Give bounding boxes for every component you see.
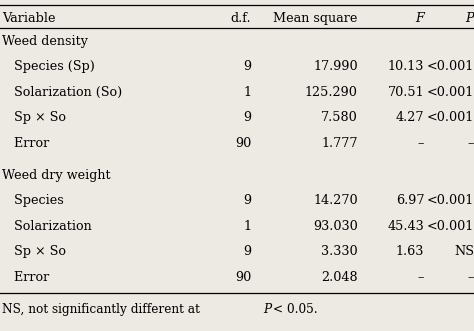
Text: <0.001: <0.001 [427,194,474,208]
Text: 1: 1 [243,220,251,233]
Text: 1.777: 1.777 [321,137,358,150]
Text: 6.97: 6.97 [396,194,424,208]
Text: Weed dry weight: Weed dry weight [2,169,111,182]
Text: 3.330: 3.330 [321,245,358,259]
Text: Mean square: Mean square [273,12,358,25]
Text: Sp × So: Sp × So [2,111,66,124]
Text: 93.030: 93.030 [313,220,358,233]
Text: Variable: Variable [2,12,56,25]
Text: 14.270: 14.270 [313,194,358,208]
Text: 7.580: 7.580 [321,111,358,124]
Text: Species (Sp): Species (Sp) [2,60,95,73]
Text: 9: 9 [243,60,251,73]
Text: 90: 90 [235,271,251,284]
Text: 9: 9 [243,111,251,124]
Text: NS, not significantly different at: NS, not significantly different at [2,303,204,316]
Text: 1: 1 [243,86,251,99]
Text: d.f.: d.f. [230,12,251,25]
Text: 9: 9 [243,245,251,259]
Text: F: F [415,12,424,25]
Text: 9: 9 [243,194,251,208]
Text: Solarization: Solarization [2,220,92,233]
Text: Species: Species [2,194,64,208]
Text: –: – [468,271,474,284]
Text: –: – [468,137,474,150]
Text: <0.001: <0.001 [427,86,474,99]
Text: Solarization (So): Solarization (So) [2,86,123,99]
Text: 17.990: 17.990 [313,60,358,73]
Text: < 0.05.: < 0.05. [273,303,318,316]
Text: 90: 90 [235,137,251,150]
Text: 45.43: 45.43 [387,220,424,233]
Text: 1.63: 1.63 [396,245,424,259]
Text: 70.51: 70.51 [388,86,424,99]
Text: 125.290: 125.290 [305,86,358,99]
Text: Weed density: Weed density [2,35,88,48]
Text: –: – [418,137,424,150]
Text: P: P [465,12,474,25]
Text: 10.13: 10.13 [388,60,424,73]
Text: 2.048: 2.048 [321,271,358,284]
Text: Sp × So: Sp × So [2,245,66,259]
Text: <0.001: <0.001 [427,60,474,73]
Text: Error: Error [2,271,50,284]
Text: 4.27: 4.27 [396,111,424,124]
Text: –: – [418,271,424,284]
Text: <0.001: <0.001 [427,220,474,233]
Text: NS: NS [454,245,474,259]
Text: Error: Error [2,137,50,150]
Text: P: P [263,303,271,316]
Text: <0.001: <0.001 [427,111,474,124]
